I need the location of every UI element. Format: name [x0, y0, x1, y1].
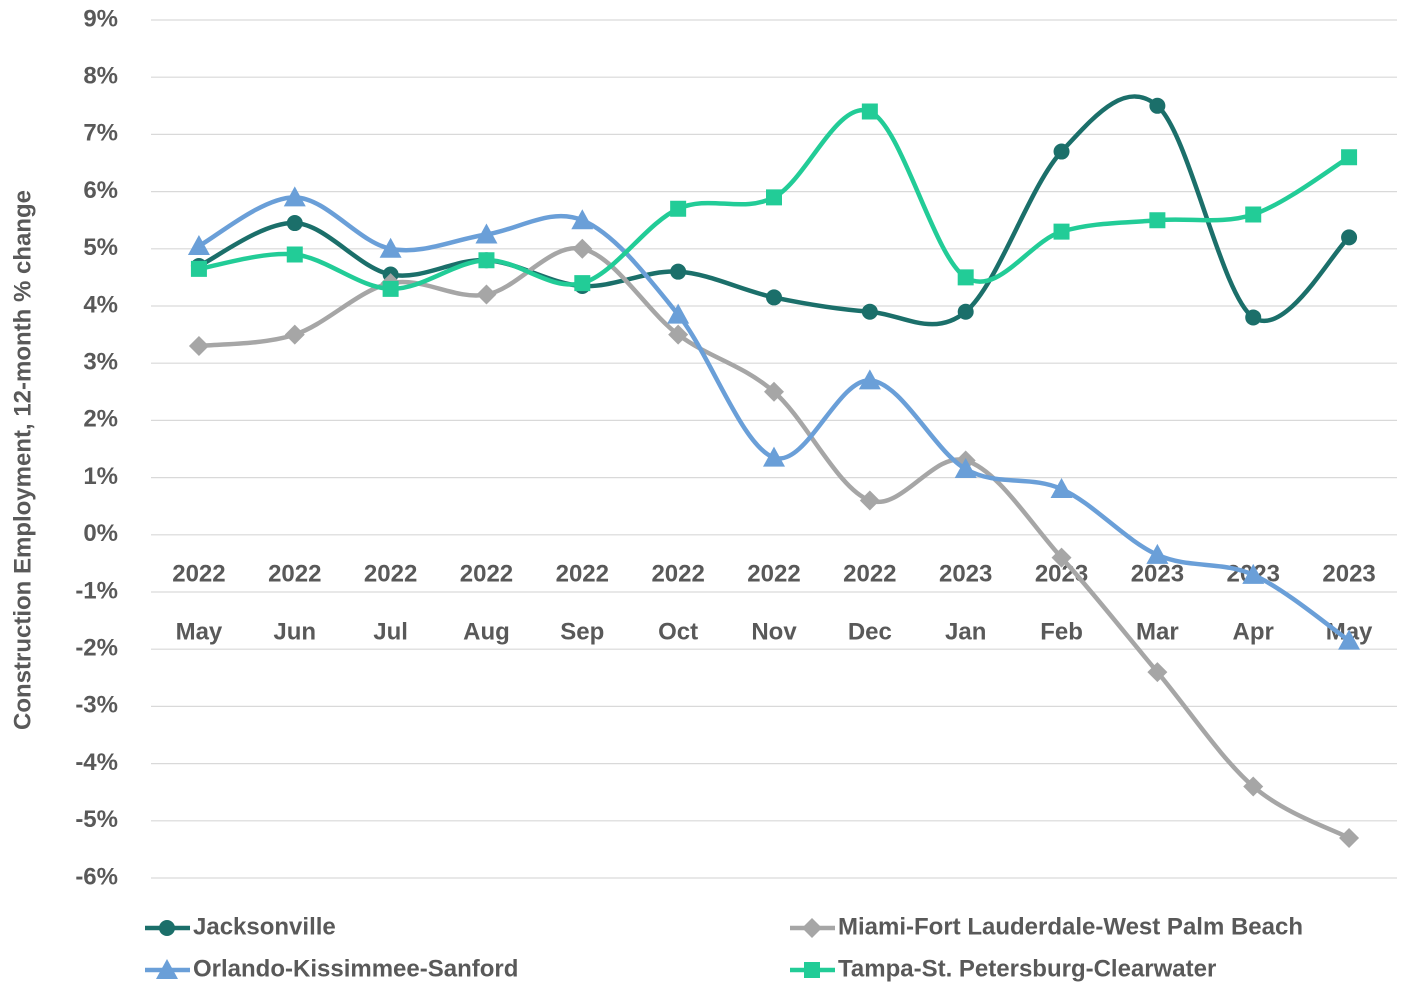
marker [766, 189, 782, 206]
marker [1146, 543, 1169, 564]
y-tick-label: 1% [83, 463, 118, 490]
y-tick-label: -2% [75, 635, 118, 662]
marker [1147, 662, 1168, 683]
marker [571, 209, 594, 230]
marker [858, 369, 881, 390]
marker [1341, 149, 1358, 166]
marker [1245, 206, 1262, 223]
y-tick-label: -5% [75, 806, 118, 833]
x-tick-label: 2022 [747, 560, 800, 587]
y-tick-label: 5% [83, 234, 118, 261]
marker [1339, 827, 1360, 848]
marker [283, 186, 306, 207]
x-tick-label: 2023 [1131, 560, 1184, 587]
x-tick-label: 2022 [460, 560, 513, 587]
marker [861, 303, 878, 320]
marker [382, 280, 399, 297]
legend-label: Orlando-Kissimmee-Sanford [193, 955, 518, 982]
marker [1338, 629, 1361, 650]
x-tick-label: 2022 [268, 560, 321, 587]
x-tick-label: 2022 [364, 560, 417, 587]
x-tick-label: Feb [1040, 618, 1083, 645]
marker [859, 490, 880, 511]
x-tick-label: 2023 [1322, 560, 1375, 587]
marker [286, 215, 303, 232]
x-tick-label: Sep [560, 618, 604, 645]
y-tick-label: 7% [83, 120, 118, 147]
y-tick-label: -6% [75, 863, 118, 890]
marker [954, 458, 977, 479]
x-tick-label: Apr [1233, 618, 1274, 645]
marker [764, 381, 784, 402]
y-tick-label: 2% [83, 406, 118, 433]
marker [284, 324, 305, 345]
x-tick-label: May [176, 618, 223, 645]
marker [667, 303, 690, 324]
marker [1053, 223, 1070, 240]
x-tick-label: Nov [751, 618, 797, 645]
series-line [198, 245, 1351, 840]
legend-label: Jacksonville [193, 913, 336, 940]
marker [1243, 776, 1264, 797]
x-tick-label: Jun [273, 618, 316, 645]
marker [475, 223, 498, 244]
marker [156, 959, 178, 979]
x-tick-label: Jul [373, 618, 408, 645]
x-tick-label: Dec [848, 618, 892, 645]
marker [1053, 143, 1070, 160]
marker [766, 289, 782, 306]
x-tick-label: 2022 [172, 560, 225, 587]
marker [670, 263, 687, 280]
y-tick-label: 3% [83, 349, 118, 376]
y-tick-label: 8% [83, 63, 118, 90]
marker [1149, 212, 1166, 229]
y-tick-label: 9% [83, 5, 118, 32]
y-tick-label: -3% [75, 692, 118, 719]
y-tick-label: -4% [75, 749, 118, 776]
marker [159, 920, 175, 936]
marker [804, 962, 820, 978]
marker [187, 234, 210, 255]
marker [763, 446, 785, 467]
marker [574, 275, 591, 292]
legend-label: Tampa-St. Petersburg-Clearwater [838, 955, 1216, 982]
marker [1051, 547, 1072, 568]
marker [476, 284, 497, 305]
marker [188, 336, 209, 357]
marker [1050, 478, 1073, 499]
marker [478, 252, 495, 269]
marker [670, 200, 687, 217]
marker [1245, 309, 1262, 326]
x-tick-label: Mar [1136, 618, 1179, 645]
marker [572, 238, 593, 259]
y-tick-label: 0% [83, 520, 118, 547]
marker [957, 303, 974, 320]
marker [286, 246, 303, 263]
marker [379, 237, 402, 258]
marker [190, 260, 207, 277]
x-tick-label: Oct [658, 618, 698, 645]
marker [1242, 563, 1265, 584]
x-tick-label: Jan [945, 618, 986, 645]
marker [668, 324, 689, 345]
x-tick-label: 2023 [939, 560, 992, 587]
y-tick-label: 4% [83, 291, 118, 318]
marker [861, 103, 878, 120]
y-axis-label: Construction Employment, 12-month % chan… [9, 190, 36, 730]
marker [802, 918, 822, 938]
marker [1341, 229, 1358, 246]
x-tick-label: Aug [463, 618, 510, 645]
marker [957, 269, 974, 286]
y-tick-label: -1% [75, 577, 118, 604]
x-tick-label: 2022 [843, 560, 896, 587]
y-tick-label: 6% [83, 177, 118, 204]
legend-label: Miami-Fort Lauderdale-West Palm Beach [838, 913, 1303, 940]
x-tick-label: 2022 [556, 560, 609, 587]
x-tick-label: 2022 [651, 560, 704, 587]
marker [1149, 97, 1166, 114]
